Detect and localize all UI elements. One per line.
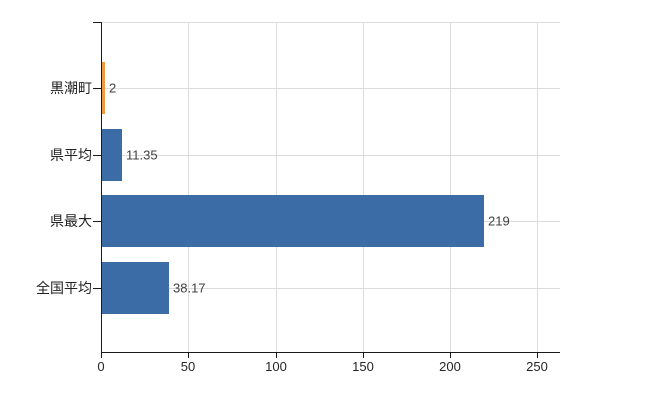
x-axis-tick — [101, 353, 102, 358]
gridline-vertical — [276, 22, 277, 352]
gridline-horizontal — [101, 88, 560, 89]
x-axis-tick — [450, 353, 451, 358]
gridline-vertical — [363, 22, 364, 352]
y-axis-tick — [93, 288, 101, 289]
x-axis-tick — [363, 353, 364, 358]
value-label: 11.35 — [126, 147, 158, 163]
category-label: 県最大 — [50, 213, 92, 229]
gridline-horizontal — [101, 288, 560, 289]
gridline-horizontal — [101, 155, 560, 156]
x-tick-label: 200 — [439, 359, 461, 374]
y-axis-tick — [93, 88, 101, 89]
gridline-vertical — [450, 22, 451, 352]
x-axis-line — [101, 352, 560, 353]
category-label: 黒潮町 — [50, 80, 92, 96]
gridline-vertical — [188, 22, 189, 352]
y-axis-tick — [93, 155, 101, 156]
x-axis-tick — [276, 353, 277, 358]
category-label: 県平均 — [50, 147, 92, 163]
value-label: 219 — [488, 213, 510, 229]
bar — [102, 129, 122, 181]
y-axis-line — [101, 22, 102, 358]
plot-top-border — [101, 22, 560, 23]
bar — [102, 262, 169, 314]
x-tick-label: 250 — [526, 359, 548, 374]
x-tick-label: 0 — [97, 359, 105, 374]
y-axis-end-tick — [93, 22, 101, 23]
value-label: 2 — [109, 80, 117, 96]
x-tick-label: 100 — [265, 359, 287, 374]
value-label: 38.17 — [173, 280, 206, 296]
bar — [102, 195, 484, 247]
category-label: 全国平均 — [36, 280, 92, 296]
x-axis-tick — [188, 353, 189, 358]
bar — [102, 62, 105, 114]
x-tick-label: 150 — [352, 359, 374, 374]
gridline-vertical — [537, 22, 538, 352]
x-tick-label: 50 — [180, 359, 196, 374]
x-axis-tick — [537, 353, 538, 358]
y-axis-tick — [93, 221, 101, 222]
